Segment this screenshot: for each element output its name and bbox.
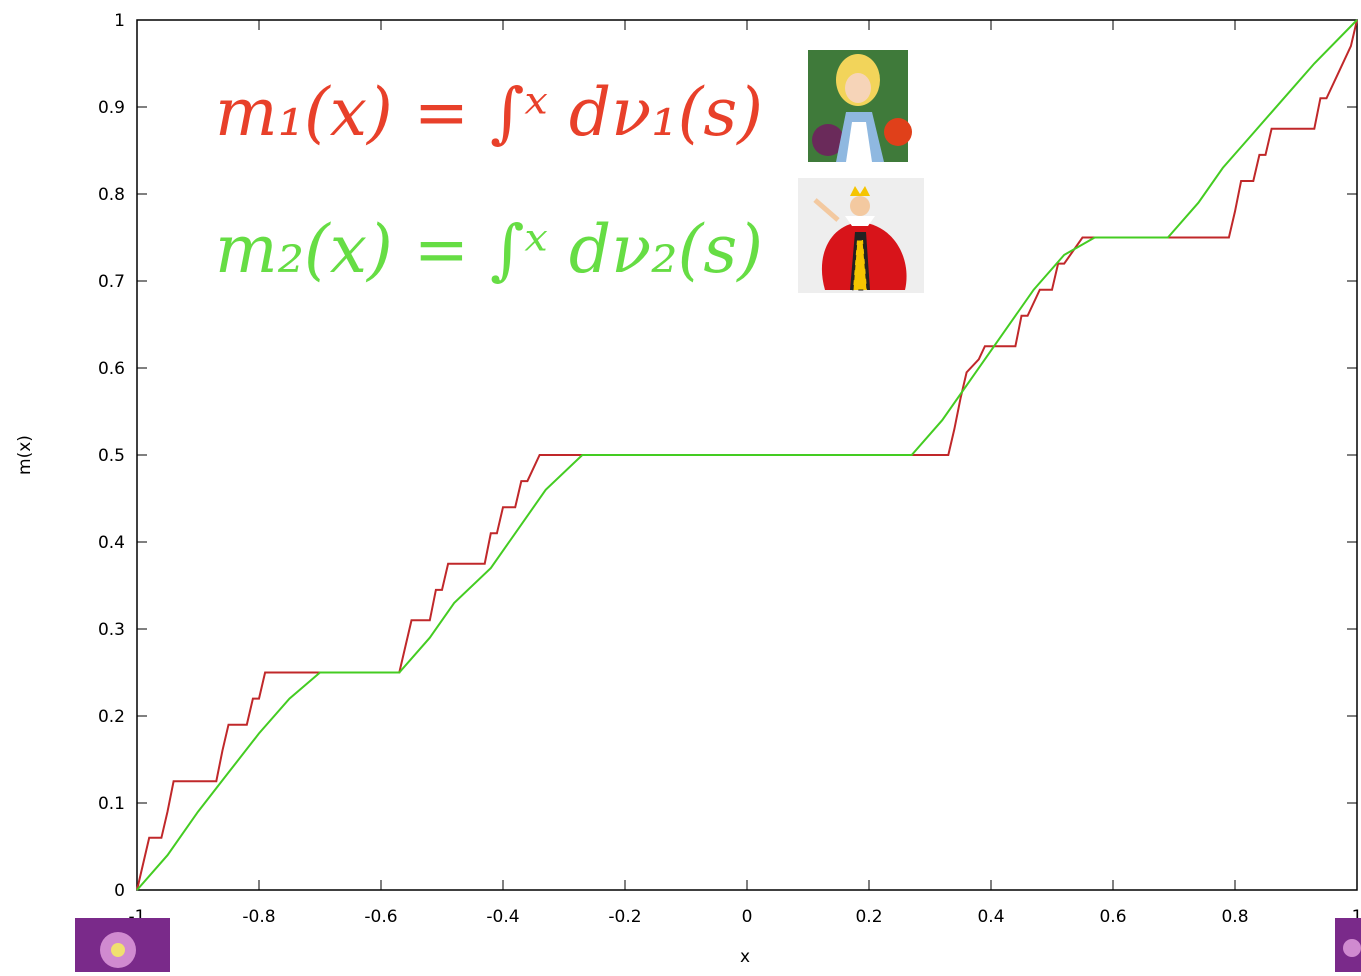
- y-tick-label: 0.3: [98, 620, 125, 640]
- y-tick-label: 0.4: [98, 533, 125, 553]
- alice-picture: [808, 50, 912, 162]
- corner-picture-right: [1335, 918, 1361, 972]
- y-tick-label: 0.5: [98, 446, 125, 466]
- corner-picture-left: [75, 918, 170, 972]
- y-tick-label: 0.9: [98, 98, 125, 118]
- x-tick-label: -0.2: [608, 907, 641, 927]
- x-tick-label: -0.6: [364, 907, 397, 927]
- chart: x m(x) 00.10.20.30.40.50.60.70.80.91-1-0…: [0, 0, 1361, 972]
- y-tick-label: 1: [114, 11, 125, 31]
- x-axis-label: x: [740, 947, 750, 967]
- y-tick-label: 0.7: [98, 272, 125, 292]
- x-tick-label: -0.4: [486, 907, 519, 927]
- x-tick-label: 0.6: [1099, 907, 1126, 927]
- queen-picture: [798, 178, 924, 293]
- legend-entry: m₁(x) = ∫ˣ dν₁(s): [215, 74, 763, 151]
- x-tick-label: 0.4: [977, 907, 1004, 927]
- x-tick-label: 0.8: [1221, 907, 1248, 927]
- y-tick-label: 0.1: [98, 794, 125, 814]
- y-tick-label: 0: [114, 881, 125, 901]
- y-tick-label: 0.2: [98, 707, 125, 727]
- page: {"chart_data": { "type": "line", "x_labe…: [0, 0, 1361, 972]
- legend-entry: m₂(x) = ∫ˣ dν₂(s): [215, 211, 763, 288]
- y-tick-label: 0.8: [98, 185, 125, 205]
- x-tick-label: 0.2: [855, 907, 882, 927]
- x-tick-label: -0.8: [242, 907, 275, 927]
- y-axis-label: m(x): [15, 435, 35, 475]
- x-tick-label: 0: [742, 907, 753, 927]
- y-tick-label: 0.6: [98, 359, 125, 379]
